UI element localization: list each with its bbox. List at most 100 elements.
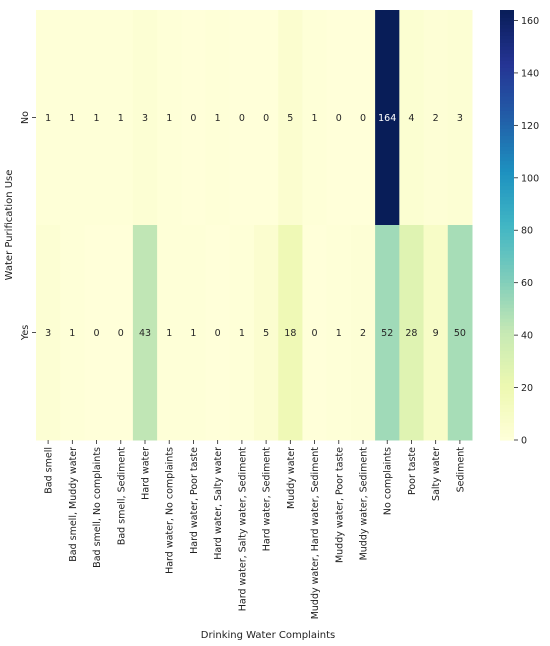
colorbar-segment [500,60,514,65]
colorbar-segment [500,70,514,76]
colorbar-segment [500,371,514,377]
colorbar-segment [500,124,514,129]
heatmap-cell [447,10,473,226]
cell-value-label: 3 [45,328,51,339]
colorbar-segment [500,328,514,334]
colorbar-segment [500,389,514,395]
cell-value-label: 3 [457,113,463,124]
heatmap-cell [157,225,182,441]
heatmap-cell [205,10,231,226]
x-tick-label: Hard water, Poor taste [189,447,200,554]
colorbar-segment [500,354,514,359]
colorbar-segment [500,182,514,187]
colorbar-segment [500,364,514,369]
colorbar-segment [500,13,514,18]
colorbar-segment [500,397,514,402]
y-tick-label: Yes [20,325,31,341]
cell-value-label: 1 [166,328,172,339]
x-tick-label: Bad smell, No complaints [92,447,103,568]
colorbar-segment [500,35,514,40]
colorbar-segment [500,285,514,291]
colorbar-segment [500,368,514,373]
colorbar-segment [500,318,514,323]
colorbar-segment [500,103,514,108]
colorbar-segment [500,63,514,68]
heatmap-cell [278,225,303,441]
colorbar-segment [500,314,514,319]
cell-value-label: 0 [190,113,196,124]
heatmap-cell [278,10,303,226]
colorbar-segment [500,225,514,230]
colorbar-segment [500,38,514,43]
colorbar-segment [500,260,514,266]
heatmap-cell [302,10,328,226]
colorbar-segment [500,45,514,51]
x-tick-label: Hard water, Sediment [262,447,273,552]
x-tick-label: Bad smell [44,447,55,494]
colorbar-tick-label: 120 [521,121,539,132]
colorbar-segment [500,311,514,316]
colorbar-tick-label: 100 [521,173,539,184]
heatmap-cell [399,10,425,226]
colorbar-segment [500,153,514,158]
colorbar-segment [500,49,514,54]
colorbar-segment [500,296,514,301]
cell-value-label: 28 [405,328,417,339]
colorbar-segment [500,56,514,61]
colorbar-segment [500,106,514,111]
colorbar-tick-label: 80 [521,226,533,237]
heatmap-cell [229,225,255,441]
cell-value-label: 18 [284,328,296,339]
colorbar-segment [500,407,514,412]
cell-value-label: 1 [190,328,196,339]
colorbar-segment [500,164,514,169]
cell-value-label: 5 [263,328,269,339]
heatmap-cells [36,10,473,441]
colorbar-segment [500,379,514,384]
colorbar-segment [500,332,514,337]
colorbar-segment [500,178,514,183]
heatmap-cell [350,225,376,441]
colorbar-segment [500,174,514,180]
heatmap-cell [423,225,449,441]
heatmap-cell [399,225,425,441]
colorbar-segment [500,214,514,219]
heatmap-cell [36,10,61,226]
x-tick-label: Hard water [141,447,152,500]
heatmap-cell [60,10,85,226]
colorbar-segment [500,253,514,258]
cell-value-label: 4 [408,113,414,124]
heatmap-cell [423,10,449,226]
colorbar-segment [500,67,514,72]
heatmap-cell [447,225,473,441]
colorbar-segment [500,20,514,25]
cell-value-label: 50 [454,328,466,339]
colorbar-segment [500,217,514,223]
heatmap-cell [350,10,376,226]
colorbar-segment [500,207,514,212]
heatmap-cell [132,225,158,441]
colorbar-tick-label: 140 [521,68,539,79]
heatmap-cell [157,10,182,226]
colorbar-segment [500,96,514,101]
colorbar-segment [500,192,514,197]
colorbar-segment [500,268,514,273]
colorbar-segment [500,99,514,104]
colorbar-segment [500,386,514,391]
heatmap-cell [108,10,134,226]
x-tick-label: Salty water [431,447,442,501]
colorbar-segment [500,400,514,405]
colorbar-segment [500,257,514,262]
x-tick-label: Poor taste [407,447,418,495]
heatmap-cell [375,10,400,226]
colorbar-segment [500,135,514,140]
colorbar-tick-label: 60 [521,278,533,289]
heatmap-cell [60,225,85,441]
cell-value-label: 0 [239,113,245,124]
heatmap-cell [326,10,352,226]
x-tick-label: Hard water, Salty water [213,447,224,560]
colorbar-segment [500,339,514,344]
colorbar-segment [500,436,514,441]
colorbar-segment [500,382,514,387]
